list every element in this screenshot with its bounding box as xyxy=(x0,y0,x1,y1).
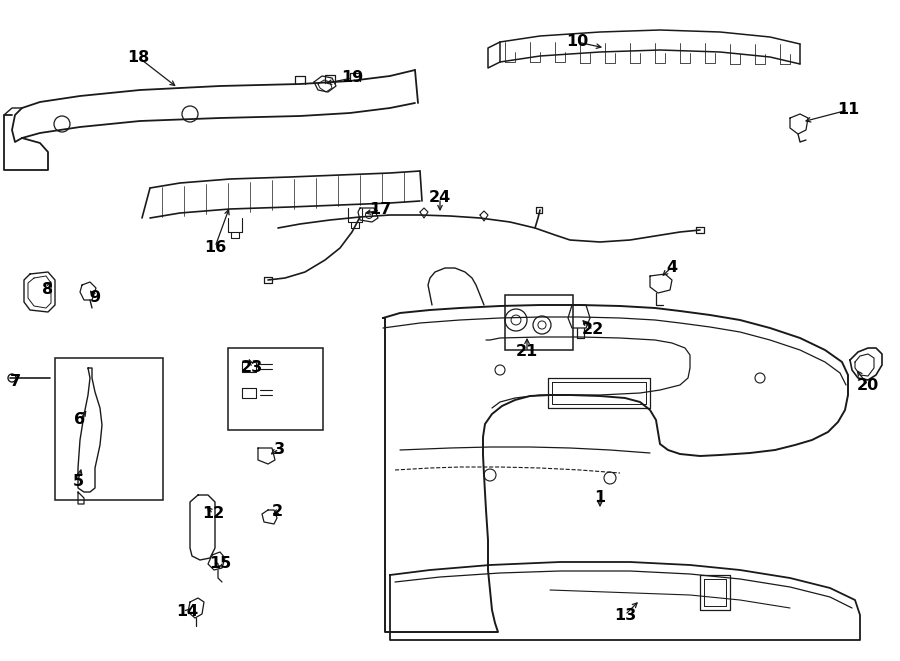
Text: 8: 8 xyxy=(42,282,54,297)
Text: 2: 2 xyxy=(272,504,283,520)
Text: 10: 10 xyxy=(566,34,588,50)
Text: 1: 1 xyxy=(594,490,606,506)
Text: 7: 7 xyxy=(9,375,21,389)
Text: 6: 6 xyxy=(75,412,86,428)
Text: 19: 19 xyxy=(341,71,363,85)
Text: 9: 9 xyxy=(89,290,101,305)
Text: 23: 23 xyxy=(241,360,263,375)
Text: 4: 4 xyxy=(666,260,678,274)
Text: 15: 15 xyxy=(209,555,231,570)
Text: 12: 12 xyxy=(202,506,224,522)
Text: 16: 16 xyxy=(204,239,226,254)
Text: 13: 13 xyxy=(614,607,636,623)
Bar xyxy=(505,295,573,350)
Text: 11: 11 xyxy=(837,102,859,118)
Text: 3: 3 xyxy=(274,442,284,457)
Text: 20: 20 xyxy=(857,377,879,393)
Text: 21: 21 xyxy=(516,344,538,360)
Text: 17: 17 xyxy=(369,202,392,217)
Text: 18: 18 xyxy=(127,50,149,65)
Text: 22: 22 xyxy=(582,323,604,338)
Text: 14: 14 xyxy=(176,605,198,619)
Bar xyxy=(55,358,163,500)
Bar xyxy=(228,348,323,430)
Text: 5: 5 xyxy=(72,473,84,488)
Text: 24: 24 xyxy=(429,190,451,206)
